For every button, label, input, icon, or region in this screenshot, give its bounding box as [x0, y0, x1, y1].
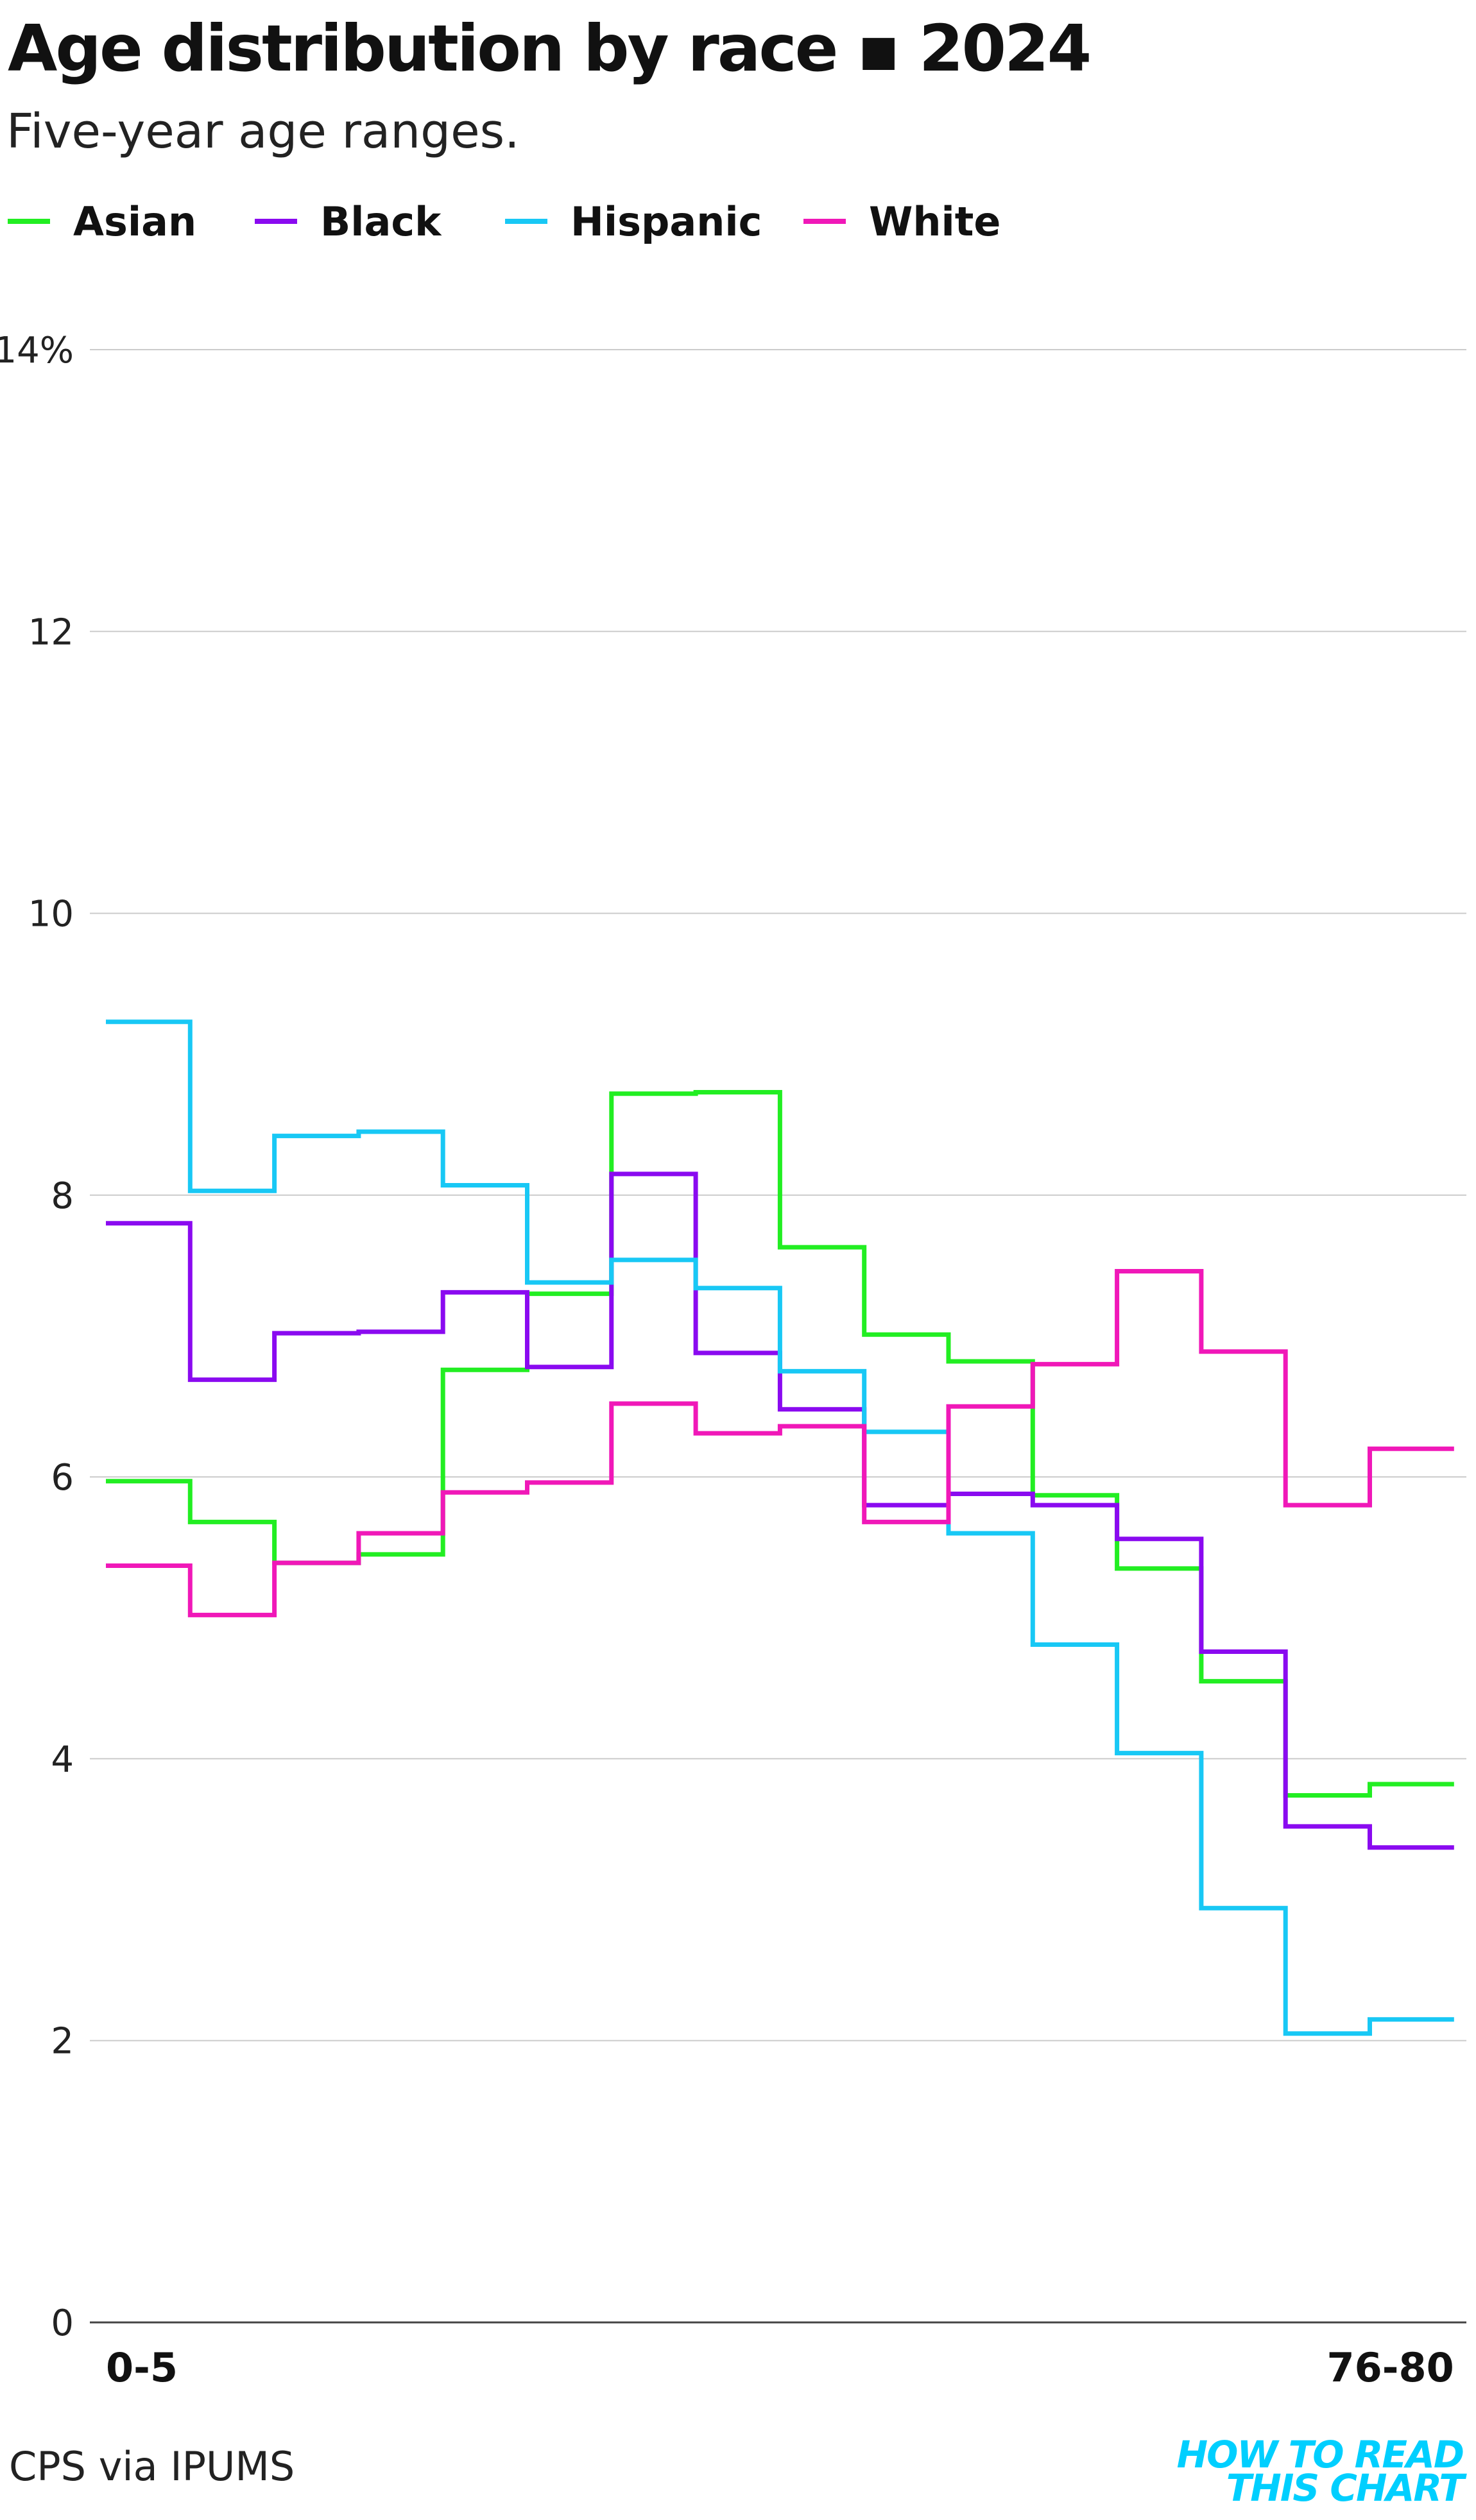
- legend-item-black: Black: [255, 192, 441, 250]
- chart-plot: 0 2 4 6 8 10 12 14% 0-5 76-80: [0, 330, 1466, 2391]
- legend-item-white: White: [803, 192, 1000, 250]
- y-tick-label: 0: [51, 2303, 74, 2344]
- y-tick-label: 6: [51, 1457, 74, 1499]
- legend-swatch: [505, 219, 547, 224]
- chart-title: Age distribution by race ▪ 2024: [8, 4, 1092, 94]
- legend-item-hispanic: Hispanic: [505, 192, 762, 250]
- legend-label: Black: [320, 198, 442, 245]
- series-line-hispanic: [106, 1019, 1454, 2036]
- title-text: Age distribution by race: [8, 11, 838, 86]
- y-tick-label: 4: [51, 1739, 74, 1780]
- legend-swatch: [803, 219, 846, 224]
- legend-swatch: [255, 219, 297, 224]
- brand-line-2: THIS CHART: [1226, 2466, 1464, 2510]
- series-line-asian: [106, 1090, 1454, 1798]
- chart-subtitle: Five-year age ranges.: [6, 104, 520, 159]
- brand-logo: HOW TO READ THIS CHART: [1176, 2433, 1464, 2510]
- title-year: 2024: [918, 11, 1092, 86]
- legend-label: White: [869, 198, 1001, 245]
- legend-label: Hispanic: [571, 198, 762, 245]
- source-note: CPS via IPUMS: [9, 2443, 295, 2490]
- legend-swatch: [8, 219, 50, 224]
- title-separator: ▪: [857, 11, 900, 86]
- series-line-black: [106, 1171, 1454, 1850]
- y-tick-label: 8: [51, 1175, 74, 1217]
- legend-label: Asian: [73, 198, 197, 245]
- y-tick-label: 12: [28, 611, 74, 653]
- x-tick-label: 0-5: [106, 2344, 178, 2391]
- x-tick-label: 76-80: [1327, 2344, 1454, 2391]
- y-tick-label: 10: [28, 894, 74, 935]
- chart-legend: Asian Black Hispanic White: [8, 192, 1471, 250]
- series-line-white: [106, 1269, 1454, 1617]
- y-tick-label: 2: [51, 2021, 74, 2063]
- legend-item-asian: Asian: [8, 192, 196, 250]
- y-tick-label: 14%: [0, 330, 74, 371]
- brand-line-1: HOW TO READ: [1176, 2433, 1464, 2476]
